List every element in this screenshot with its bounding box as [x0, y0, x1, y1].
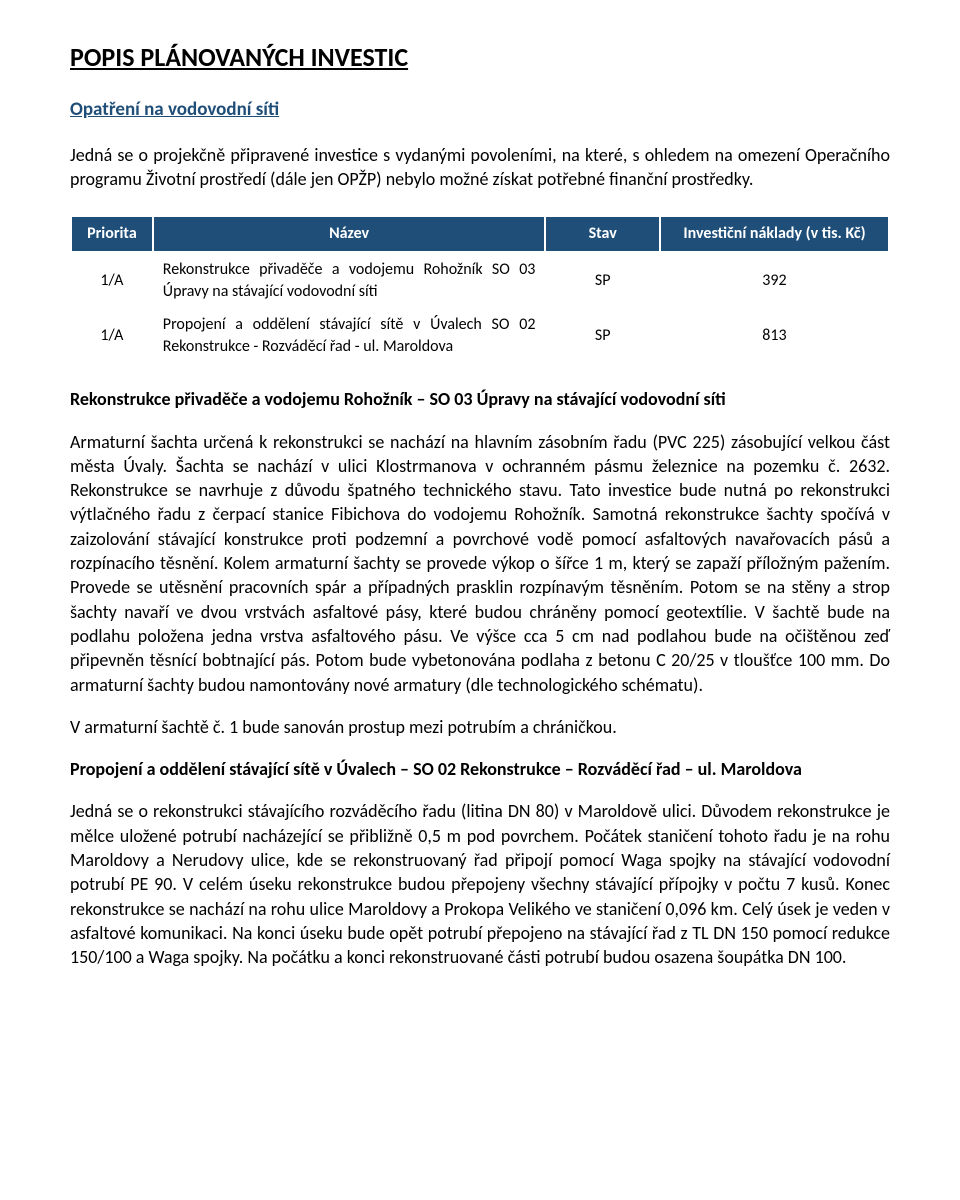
cell-naklady: 813	[660, 308, 889, 363]
body-heading-1: Rekonstrukce přivaděče a vodojemu Rohožn…	[70, 387, 890, 411]
table-row: 1/A Rekonstrukce přivaděče a vodojemu Ro…	[71, 252, 889, 308]
section-subtitle: Opatření na vodovodní síti	[70, 97, 890, 123]
cell-nazev: Propojení a oddělení stávající sítě v Úv…	[153, 308, 546, 363]
cell-stav: SP	[545, 308, 660, 363]
col-nazev: Název	[153, 216, 546, 252]
body-heading-2: Propojení a oddělení stávající sítě v Úv…	[70, 757, 890, 781]
body-paragraph-1: Armaturní šachta určená k rekonstrukci s…	[70, 430, 890, 697]
intro-paragraph: Jedná se o projekčně připravené investic…	[70, 143, 890, 192]
col-stav: Stav	[545, 216, 660, 252]
col-naklady: Investiční náklady (v tis. Kč)	[660, 216, 889, 252]
table-header-row: Priorita Název Stav Investiční náklady (…	[71, 216, 889, 252]
col-priorita: Priorita	[71, 216, 153, 252]
body-paragraph-2: V armaturní šachtě č. 1 bude sanován pro…	[70, 715, 890, 739]
investment-table: Priorita Název Stav Investiční náklady (…	[70, 215, 890, 363]
body-paragraph-3: Jedná se o rekonstrukci stávajícího rozv…	[70, 799, 890, 969]
cell-priorita: 1/A	[71, 252, 153, 308]
cell-naklady: 392	[660, 252, 889, 308]
cell-nazev: Rekonstrukce přivaděče a vodojemu Rohožn…	[153, 252, 546, 308]
table-row: 1/A Propojení a oddělení stávající sítě …	[71, 308, 889, 363]
cell-stav: SP	[545, 252, 660, 308]
page-title: POPIS PLÁNOVANÝCH INVESTIC	[70, 40, 890, 75]
cell-priorita: 1/A	[71, 308, 153, 363]
